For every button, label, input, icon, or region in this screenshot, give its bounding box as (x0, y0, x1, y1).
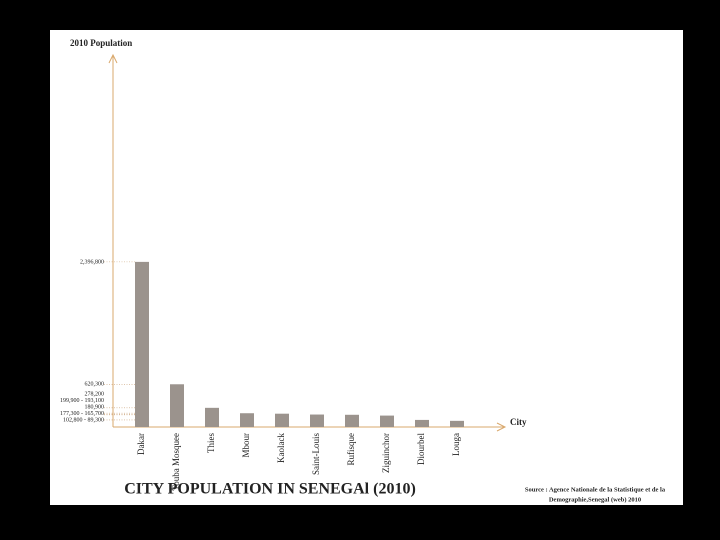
x-tick-label: Saint-Louis (311, 433, 321, 475)
y-tick-label: 177,300 - 165,700 (60, 411, 104, 417)
y-tick-label: 2,396,800 (80, 259, 104, 265)
y-tick-label: 102,800 - 89,300 (63, 417, 104, 423)
source-line: Demographie,Senegal (web) 2010 (549, 496, 641, 503)
source-line: Source : Agence Nationale de la Statisti… (525, 486, 666, 493)
bar (345, 414, 359, 427)
bar (205, 407, 219, 427)
bar (380, 415, 394, 427)
bar (450, 420, 464, 427)
x-tick-label: Ziguinchor (381, 433, 391, 473)
x-tick-label: Diourbel (416, 433, 426, 465)
y-tick-label: 180,900 (85, 404, 105, 410)
bar (240, 413, 254, 427)
x-tick-label: Touba Mosquee (171, 433, 181, 491)
x-axis-arrow (496, 422, 507, 432)
x-tick-label: Mbour (241, 433, 251, 458)
bar (415, 419, 429, 427)
x-tick-label: Dakar (136, 433, 146, 455)
y-tick-label: 199,900 - 193,100 (60, 398, 104, 404)
chart-title: CITY POPULATION IN SENEGAl (2010) (124, 481, 416, 498)
bar (135, 261, 149, 427)
x-tick-label: Kaolack (276, 433, 286, 463)
x-tick-label: Thies (206, 433, 216, 453)
bar (310, 414, 324, 427)
chart-area (50, 30, 683, 505)
bar (275, 413, 289, 427)
y-axis-label: 2010 Population (70, 38, 132, 48)
y-axis-arrow (108, 53, 118, 64)
y-tick-label: 278,200 (85, 391, 105, 397)
bar (170, 384, 184, 427)
x-tick-label: Rufisque (346, 433, 356, 466)
y-tick-label: 620,300 (85, 382, 105, 388)
x-axis-label: City (510, 417, 527, 427)
x-tick-label: Louga (451, 433, 461, 456)
